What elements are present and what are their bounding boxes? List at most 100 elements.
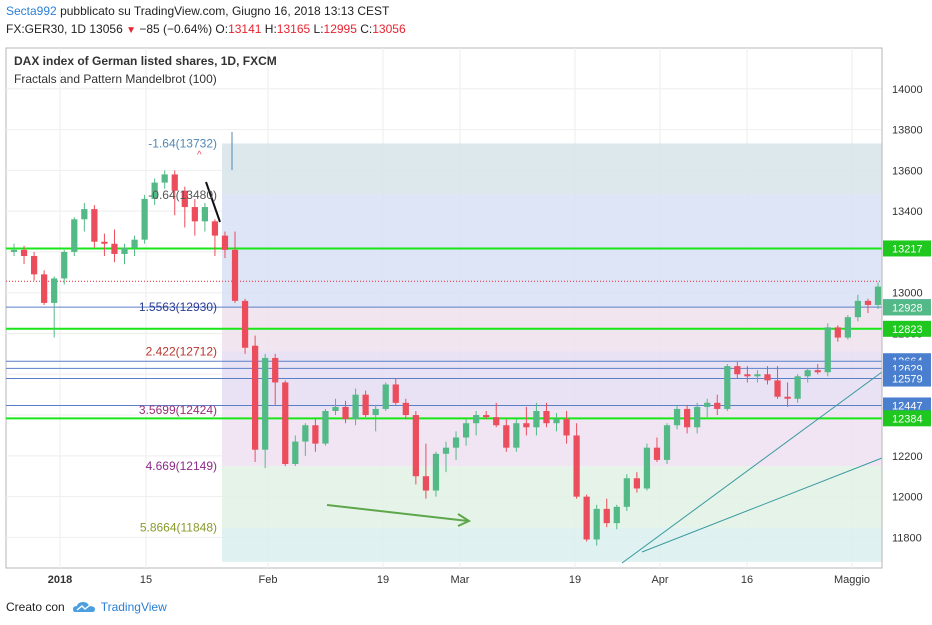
- price-labels: 1292912664126291257912447129281321712823…: [883, 240, 931, 427]
- candle-body: [61, 251, 68, 279]
- low-value: 12995: [323, 22, 357, 36]
- candle-body: [613, 506, 620, 524]
- candle-body: [322, 410, 329, 444]
- candle-body: [844, 317, 851, 338]
- symbol-label: FX:GER30, 1D: [6, 22, 87, 36]
- fib-level-label: 3.5699(12424): [139, 403, 217, 417]
- fib-level-label: -1.64(13732): [148, 136, 217, 150]
- green-level-tag-bg: [883, 410, 931, 427]
- green-level-tag: 12384: [892, 413, 923, 425]
- candle-body: [161, 174, 168, 183]
- candle-body: [201, 207, 208, 222]
- green-arrow[interactable]: [326, 504, 469, 522]
- candle-body: [824, 327, 831, 373]
- candle-body: [774, 380, 781, 397]
- candle-body: [432, 453, 440, 491]
- candle-body: [392, 384, 399, 403]
- low-label: L:: [313, 22, 324, 36]
- candle-body: [352, 394, 359, 420]
- candle-body: [141, 198, 148, 240]
- candle-body: [673, 408, 681, 426]
- tradingview-link[interactable]: TradingView: [100, 600, 167, 614]
- candle-body: [292, 441, 299, 464]
- y-tick-label: 13000: [892, 288, 923, 300]
- candle-body: [864, 300, 872, 305]
- fib-band: [222, 527, 882, 562]
- trendline-2[interactable]: [641, 457, 883, 553]
- candle-body: [81, 209, 88, 220]
- candle-body: [653, 447, 661, 460]
- candle-body: [20, 249, 28, 256]
- candle-body: [131, 239, 138, 248]
- candle-body: [342, 406, 349, 420]
- tradingview-cloud-icon: [72, 602, 95, 612]
- candle-body: [593, 508, 600, 540]
- candle-body: [151, 182, 158, 199]
- candle-body: [241, 300, 249, 348]
- created-with-label: Creato con: [6, 600, 65, 614]
- fib-band: [222, 351, 882, 411]
- author-link[interactable]: Secta992: [6, 4, 57, 18]
- last-price: 13056: [89, 22, 123, 36]
- candle-body: [252, 345, 259, 450]
- fib-band: [222, 194, 882, 307]
- price-change: −85 (−0.64%): [139, 22, 213, 36]
- green-level-tag: 12823: [892, 324, 923, 336]
- fib-band: [222, 466, 882, 528]
- x-tick-label: 19: [377, 574, 389, 586]
- fib-bands: [222, 143, 882, 562]
- candle-body: [211, 221, 219, 236]
- ohlc-header: FX:GER30, 1D 13056 ▼ −85 (−0.64%) O:1314…: [6, 22, 406, 36]
- candle-body: [473, 415, 480, 424]
- candle-body: [533, 410, 540, 428]
- candle-body: [483, 415, 490, 418]
- trendline-1[interactable]: [621, 371, 883, 564]
- candle-body: [714, 402, 721, 409]
- candle-body: [834, 327, 841, 338]
- candle-body: [623, 478, 630, 507]
- y-tick-label: 12000: [892, 492, 923, 504]
- candle-body: [302, 425, 309, 442]
- high-label: H:: [264, 22, 277, 36]
- fib-level-label: 5.8664(11848): [140, 521, 217, 535]
- candle-body: [513, 423, 520, 448]
- open-label: O:: [215, 22, 229, 36]
- trendlines: ^: [197, 132, 883, 564]
- candle-body: [724, 366, 731, 409]
- down-arrow-icon: ▼: [126, 25, 136, 36]
- candle-body: [543, 410, 550, 424]
- candle-body: [493, 417, 500, 426]
- candle-body: [462, 423, 470, 438]
- high-value: 13165: [276, 22, 311, 36]
- candle-body: [221, 235, 229, 250]
- pattern-line: [205, 181, 221, 223]
- candle-body: [332, 406, 339, 411]
- candle-body: [30, 256, 38, 275]
- candle-body: [41, 274, 48, 303]
- x-tick-label: Feb: [259, 574, 278, 586]
- fib-level-label: -0.64(13480): [148, 188, 217, 202]
- blue-level-tag-bg: [883, 397, 931, 414]
- fib-labels: -1.64(13732) -0.64(13480) 1.5563(12930) 2.4…: [139, 136, 217, 534]
- candle-body: [523, 423, 530, 428]
- candle-body: [10, 249, 18, 252]
- candle-body: [51, 278, 58, 303]
- candle-body: [382, 384, 389, 409]
- candle-body: [362, 394, 369, 416]
- fib-band: [222, 143, 882, 195]
- candle-body: [402, 402, 409, 416]
- fib-level-label: 2.422(12712): [146, 344, 217, 358]
- candle-body: [633, 478, 640, 489]
- candle-body: [784, 396, 791, 399]
- candle-body: [854, 300, 862, 318]
- fib-level-label: 4.669(12149): [146, 459, 217, 473]
- green-level-tag: 13217: [892, 243, 923, 255]
- candle-body: [804, 370, 811, 377]
- x-tick-label: Mar: [451, 574, 470, 586]
- candle-body: [563, 419, 570, 436]
- candle-body: [111, 243, 118, 254]
- green-level-tag-bg: [883, 320, 931, 337]
- x-tick-label: 15: [140, 574, 152, 586]
- green-arrow-head: [457, 513, 472, 527]
